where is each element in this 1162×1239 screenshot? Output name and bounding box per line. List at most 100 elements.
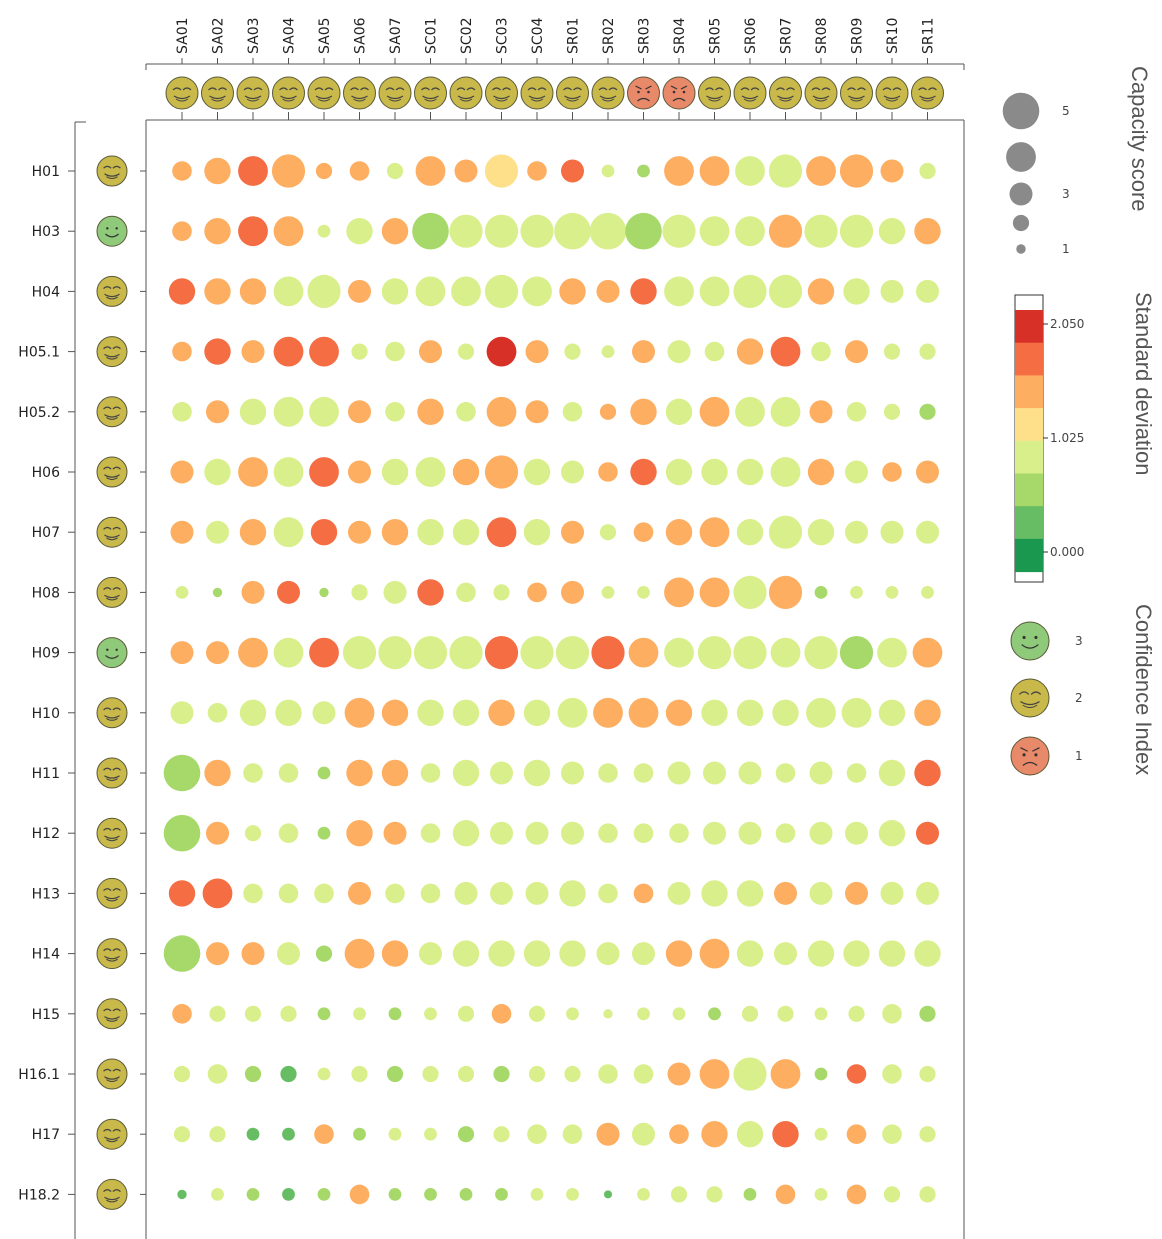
bubble	[878, 940, 906, 967]
bubble	[845, 340, 868, 364]
bubble	[317, 1188, 331, 1201]
confidence-legend-face	[1010, 621, 1050, 661]
bubble	[381, 278, 409, 305]
bubble	[381, 759, 409, 787]
bubble	[417, 398, 444, 425]
bubble	[883, 343, 901, 360]
colorbar-segment	[1015, 473, 1043, 507]
bubble	[525, 400, 549, 424]
bubble	[735, 156, 765, 186]
bubble	[637, 1188, 650, 1201]
size-legend-dot	[1009, 182, 1033, 206]
bubble	[417, 519, 444, 546]
bubble	[596, 942, 620, 966]
bubble	[273, 457, 304, 487]
row-tick-label: H14	[32, 947, 60, 963]
bubble	[672, 1007, 686, 1021]
bubble	[743, 1188, 757, 1201]
bubble	[173, 1065, 191, 1083]
row-confidence-faces	[96, 155, 146, 1210]
column-tick-label: SA01	[175, 17, 191, 54]
column-tick-label: SR07	[779, 18, 795, 54]
bubble	[598, 883, 618, 904]
bubble	[525, 881, 549, 905]
size-legend-dot	[1012, 214, 1030, 232]
bubble	[417, 579, 444, 606]
bubble	[664, 637, 694, 668]
colorbar-tick-label: 2.050	[1050, 317, 1084, 331]
bubble	[633, 883, 654, 904]
bubble	[850, 586, 863, 599]
bubble	[593, 697, 623, 728]
bubble	[172, 341, 192, 362]
bubble	[527, 161, 547, 181]
bubble	[273, 216, 304, 247]
bubble	[919, 1005, 936, 1022]
bubble	[914, 699, 941, 726]
bubble	[312, 701, 336, 725]
bubble	[244, 1065, 262, 1083]
bubble	[239, 519, 267, 546]
column-tick-label: SC01	[424, 18, 440, 54]
bubble	[351, 1065, 368, 1083]
bubble	[310, 519, 338, 546]
confidence-legend-face	[1010, 736, 1050, 776]
column-confidence-face	[520, 76, 554, 110]
bubble	[809, 821, 833, 845]
bubble	[528, 1065, 546, 1083]
bubble	[699, 938, 730, 969]
bubble	[419, 942, 442, 966]
bubble	[736, 699, 764, 726]
bubble	[280, 1005, 297, 1022]
bubble	[846, 763, 867, 783]
bubble	[317, 1067, 331, 1081]
column-confidence-face	[591, 76, 625, 110]
bubble	[559, 940, 586, 967]
bubble	[664, 156, 694, 186]
bubble	[708, 1007, 721, 1021]
bubble	[273, 517, 304, 548]
bubble	[839, 154, 874, 188]
bubble	[814, 1188, 828, 1201]
bubble	[315, 162, 333, 180]
column-tick-label: SR08	[814, 18, 830, 54]
bubble	[669, 1124, 689, 1144]
bubble	[277, 942, 300, 966]
bubble	[774, 942, 797, 966]
plot-frame	[74, 63, 965, 1239]
bubble	[845, 881, 868, 905]
column-tick-label: SR02	[601, 18, 617, 54]
bubble	[706, 1186, 723, 1203]
bubble	[490, 881, 513, 905]
bubble	[846, 402, 867, 422]
standard-deviation-title: Standard deviation	[1131, 292, 1156, 475]
bubble	[452, 699, 480, 726]
bubble	[919, 343, 936, 360]
bubble	[601, 586, 615, 599]
bubble	[845, 821, 868, 845]
bubble	[381, 519, 409, 546]
bubble	[212, 587, 223, 598]
bubble	[204, 218, 231, 245]
bubble	[168, 880, 196, 907]
bubble	[163, 814, 201, 852]
row-confidence-face	[96, 817, 128, 849]
row-tick-label: H09	[32, 646, 60, 662]
bubble	[278, 883, 299, 904]
bubble	[914, 218, 941, 245]
bubble	[598, 823, 618, 843]
bubble	[599, 524, 617, 541]
bubble	[669, 823, 689, 843]
bubble	[278, 823, 299, 843]
bubble	[562, 1124, 583, 1144]
bubble	[424, 1188, 437, 1201]
bubble	[206, 942, 229, 966]
bubble	[878, 759, 906, 787]
bubble	[484, 154, 519, 188]
column-confidence-face	[165, 76, 199, 110]
bubble	[385, 341, 405, 362]
bubble	[703, 821, 726, 845]
bubble	[280, 1065, 297, 1083]
bubble	[919, 1186, 936, 1203]
bubble	[175, 586, 189, 599]
